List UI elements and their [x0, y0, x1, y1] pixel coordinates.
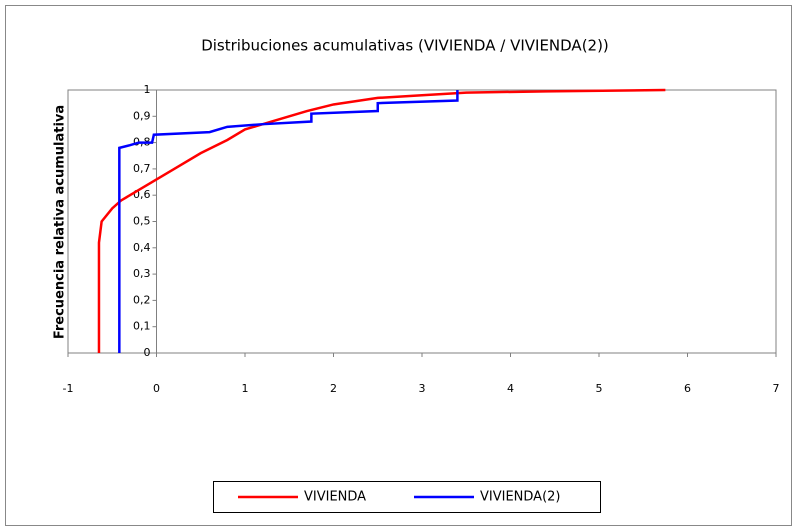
- x-tick-label: 3: [419, 382, 426, 395]
- x-tick-label: 4: [507, 382, 514, 395]
- chart-title: Distribuciones acumulativas (VIVIENDA / …: [201, 37, 609, 55]
- x-tick-label: 5: [596, 382, 603, 395]
- y-tick-label: 0,2: [133, 293, 151, 306]
- series-line: [118, 90, 459, 353]
- y-tick-label: 0,7: [133, 162, 151, 175]
- x-tick-label: 0: [153, 382, 160, 395]
- y-tick-label: 1: [144, 83, 151, 96]
- y-tick-label: 0: [144, 346, 151, 359]
- series-line: [97, 88, 666, 353]
- x-tick-label: -1: [63, 382, 74, 395]
- y-tick-label: 0,4: [133, 241, 151, 254]
- y-tick-label: 0,3: [133, 267, 151, 280]
- y-tick-label: 0,1: [133, 320, 151, 333]
- x-tick-label: 6: [684, 382, 691, 395]
- x-tick-label: 7: [773, 382, 780, 395]
- legend-label: VIVIENDA: [304, 490, 366, 505]
- y-axis-title: Frecuencia relativa acumulativa: [53, 105, 68, 339]
- y-tick-label: 0,6: [133, 188, 151, 201]
- chart-border: [5, 5, 792, 526]
- x-tick-label: 2: [330, 382, 337, 395]
- y-tick-label: 0,9: [133, 109, 151, 122]
- y-tick-label: 0,5: [133, 215, 151, 228]
- x-tick-label: 1: [242, 382, 249, 395]
- legend-label: VIVIENDA(2): [480, 490, 560, 505]
